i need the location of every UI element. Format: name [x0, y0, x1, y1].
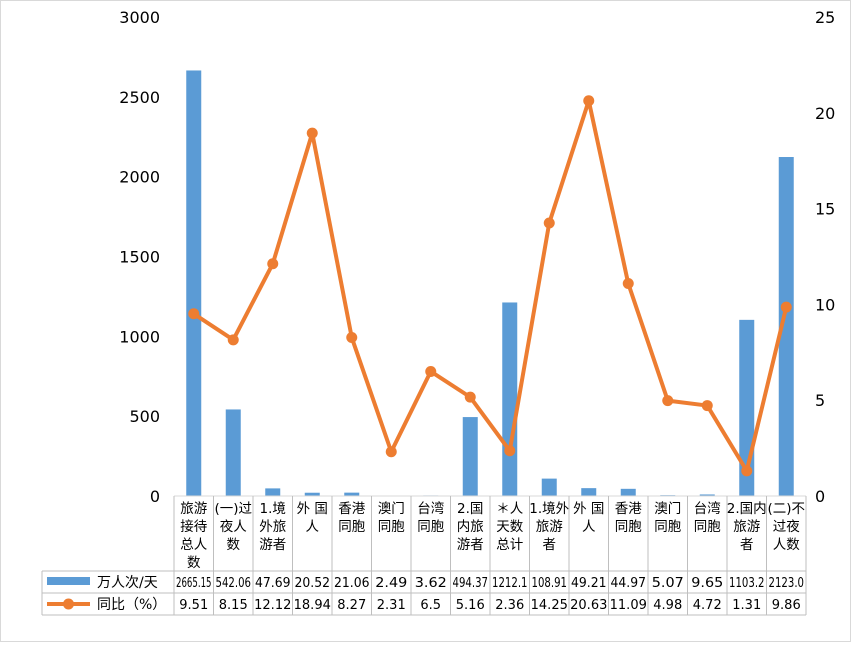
bar — [621, 489, 636, 496]
line-point — [425, 366, 436, 377]
legend-key-marker — [63, 599, 74, 610]
table-value-line: 11.09 — [610, 598, 647, 613]
line-point — [465, 392, 476, 403]
table-value-bar: 108.91 — [532, 576, 568, 591]
table-value-line: 4.98 — [653, 598, 682, 613]
legend-key-bar — [47, 577, 90, 585]
table-value-line: 2.31 — [377, 598, 406, 613]
left-tick-label: 2500 — [119, 88, 160, 107]
line-point — [307, 128, 318, 139]
table-value-bar: 3.62 — [415, 576, 447, 591]
table-value-bar: 1103.2 — [729, 576, 765, 591]
legend-label-line: 同比（%） — [97, 597, 166, 613]
table-value-bar: 2.49 — [375, 576, 407, 591]
table-value-line: 12.12 — [254, 598, 291, 613]
line-point — [504, 445, 515, 456]
table-value-bar: 2665.15 — [176, 576, 212, 591]
table-value-bar: 49.21 — [571, 576, 607, 591]
legend-label-bar: 万人次/天 — [97, 575, 158, 591]
table-value-line: 6.5 — [420, 598, 441, 613]
category-label: 2.国内旅游者 — [457, 501, 484, 553]
table-value-line: 9.86 — [772, 598, 801, 613]
bar — [581, 488, 596, 496]
left-tick-label: 0 — [150, 487, 160, 506]
line-point — [662, 395, 673, 406]
table-value-bar: 2123.0 — [769, 576, 805, 591]
bar — [463, 417, 478, 496]
table-value-bar: 47.69 — [255, 576, 291, 591]
bar — [186, 70, 201, 496]
line-point — [228, 334, 239, 345]
line-point — [623, 278, 634, 289]
right-tick-label: 10 — [815, 295, 835, 314]
table-value-bar: 542.06 — [216, 576, 252, 591]
bar — [265, 488, 280, 496]
left-tick-label: 2000 — [119, 168, 160, 187]
bar — [226, 409, 241, 496]
right-tick-label: 20 — [815, 104, 835, 123]
table-value-bar: 1212.1 — [492, 576, 528, 591]
table-value-line: 8.15 — [219, 598, 248, 613]
category-label: (二)不过夜人数 — [767, 501, 805, 553]
line-point — [544, 217, 555, 228]
left-tick-label: 1000 — [119, 327, 160, 346]
bar — [502, 302, 517, 496]
table-value-bar: 21.06 — [334, 576, 370, 591]
table-value-bar: 20.52 — [295, 576, 331, 591]
line-point — [781, 302, 792, 313]
table-value-bar: 5.07 — [652, 576, 684, 591]
right-tick-label: 25 — [815, 8, 835, 27]
table-value-line: 9.51 — [179, 598, 208, 613]
table-value-line: 8.27 — [337, 598, 366, 613]
table-value-line: 20.63 — [570, 598, 607, 613]
line-point — [267, 258, 278, 269]
table-value-line: 14.25 — [531, 598, 568, 613]
category-label: 1.境外旅游者 — [259, 501, 286, 553]
line-point — [386, 446, 397, 457]
table-value-line: 1.31 — [732, 598, 761, 613]
table-value-line: 5.16 — [456, 598, 485, 613]
bar — [542, 479, 557, 496]
bar — [344, 493, 359, 496]
table-value-line: 2.36 — [495, 598, 524, 613]
line-point — [702, 400, 713, 411]
line-point — [346, 332, 357, 343]
table-value-bar: 9.65 — [691, 576, 723, 591]
table-value-line: 4.72 — [693, 598, 722, 613]
right-tick-label: 0 — [815, 487, 825, 506]
line-point — [188, 308, 199, 319]
left-tick-label: 500 — [129, 407, 160, 426]
table-value-bar: 44.97 — [611, 576, 647, 591]
left-tick-label: 1500 — [119, 248, 160, 267]
right-tick-label: 5 — [815, 391, 825, 410]
line-point — [741, 465, 752, 476]
left-tick-label: 3000 — [119, 8, 160, 27]
table-value-line: 18.94 — [294, 598, 331, 613]
line-point — [583, 95, 594, 106]
right-tick-label: 15 — [815, 200, 835, 219]
category-label: ＊人天数总计 — [496, 501, 524, 553]
table-value-bar: 494.37 — [453, 576, 489, 591]
